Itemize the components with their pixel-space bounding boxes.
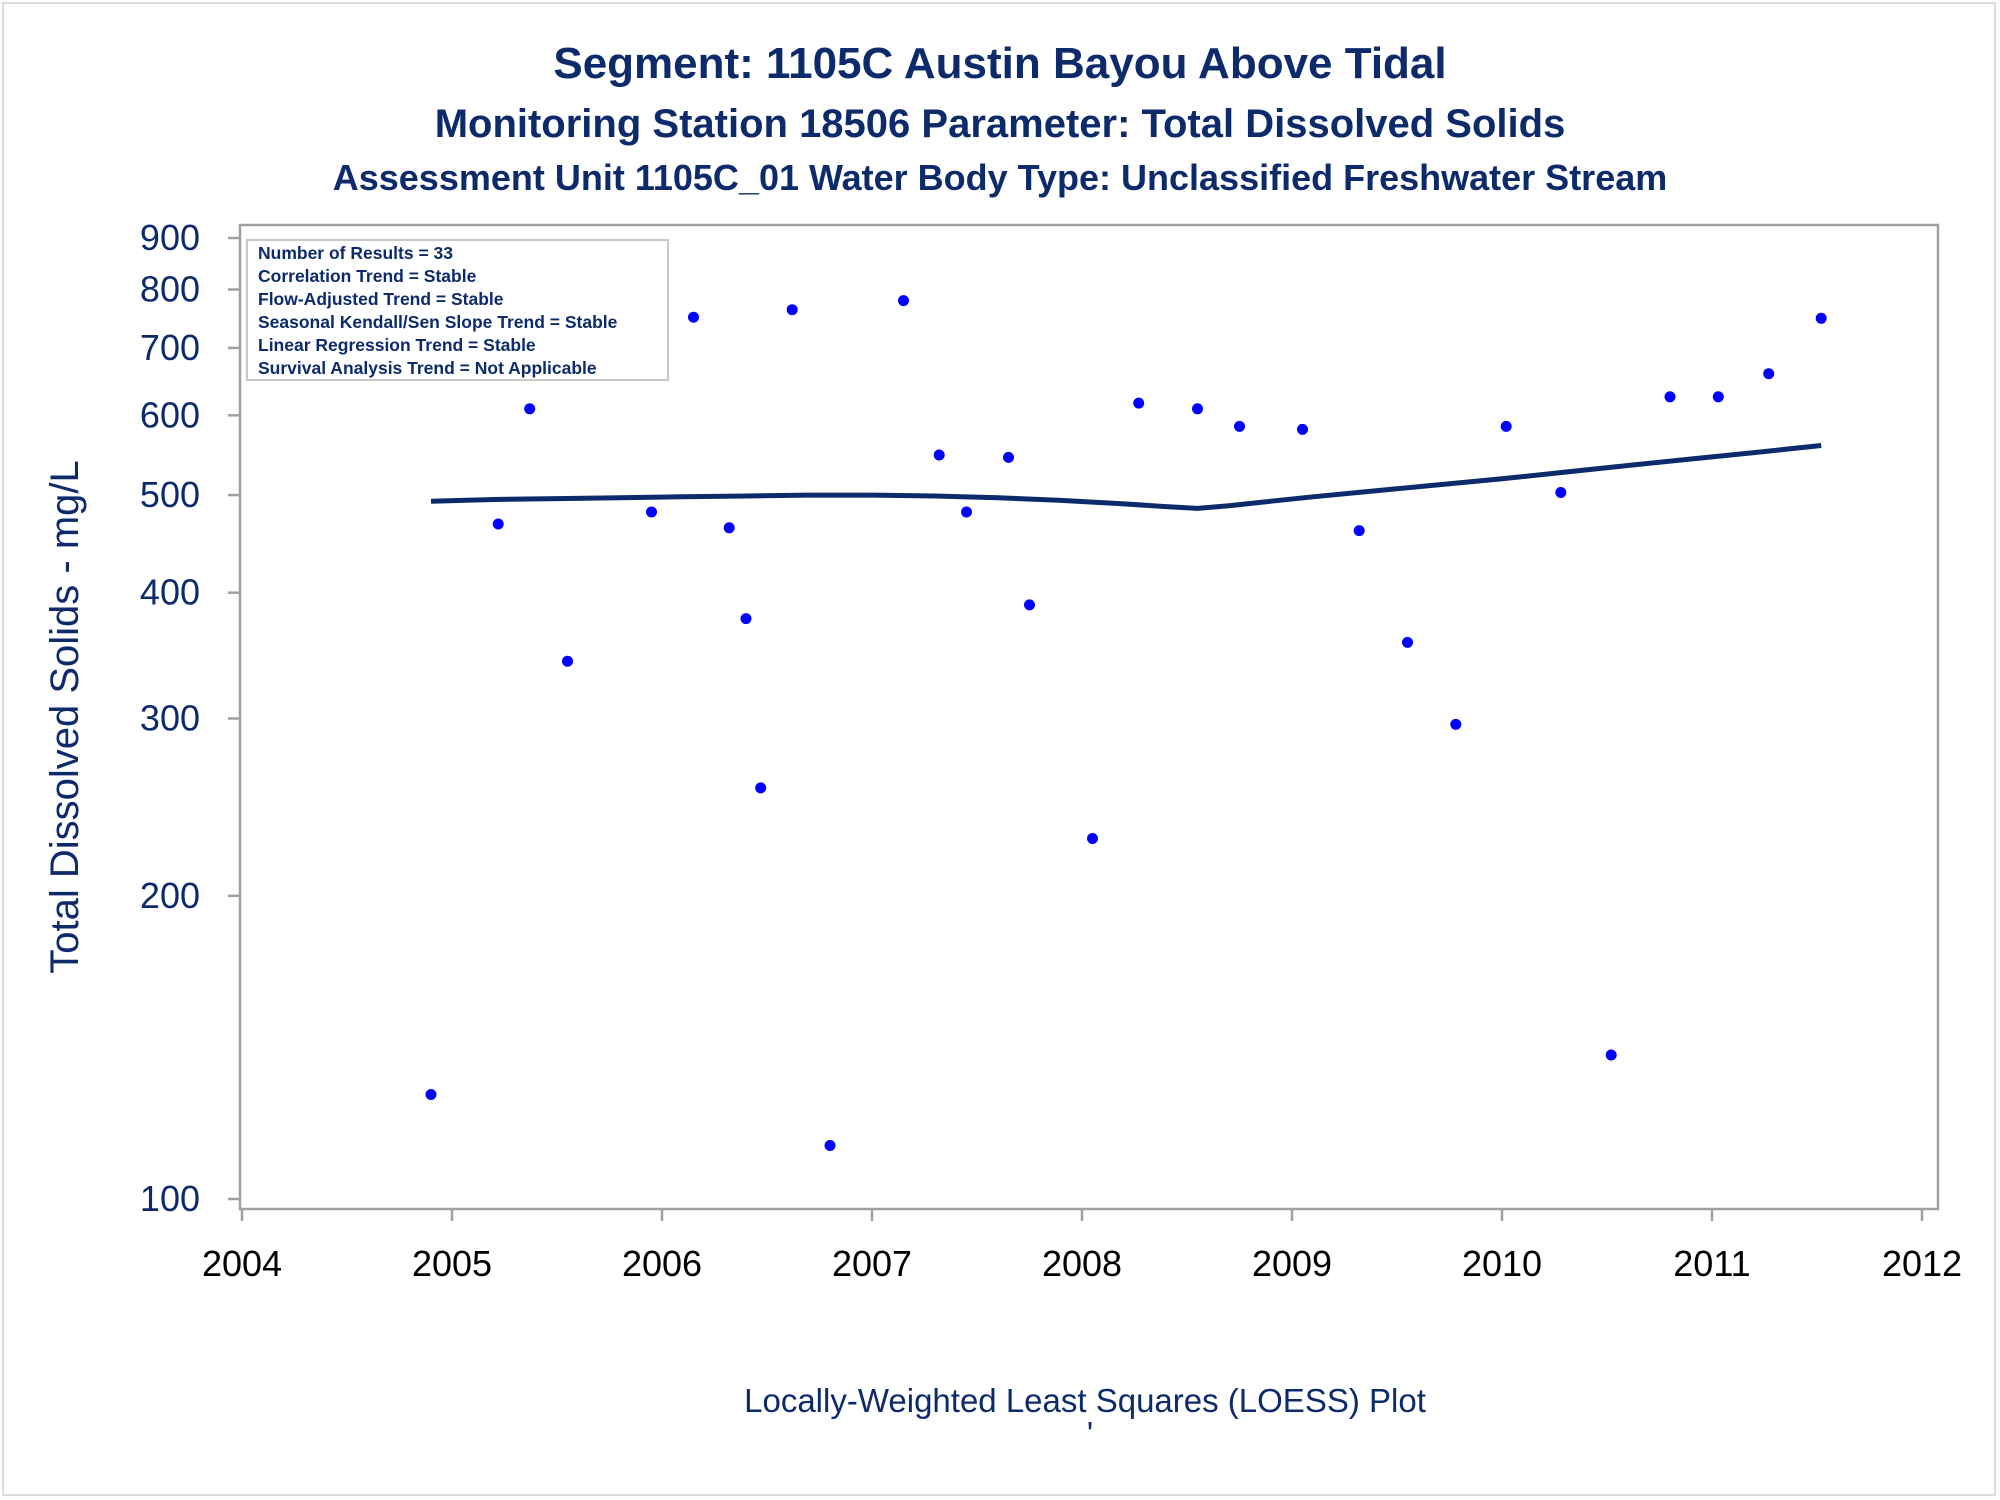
legend-line-seasonal-kendall: Seasonal Kendall/Sen Slope Trend = Stabl… [258, 312, 618, 332]
x-tick-label: 2012 [1882, 1243, 1962, 1284]
y-tick-label: 200 [140, 875, 200, 916]
y-axis-label: Total Dissolved Solids - mg/L [43, 460, 87, 974]
data-point [824, 1140, 836, 1151]
x-tick-label: 2004 [202, 1243, 282, 1284]
data-point [1815, 312, 1827, 324]
data-point [1192, 403, 1203, 415]
data-point [1133, 397, 1145, 409]
data-point [646, 506, 657, 518]
chart-subtitle-station: Monitoring Station 18506 Parameter: Tota… [435, 102, 1566, 146]
data-point [1605, 1049, 1617, 1061]
data-point [492, 518, 504, 530]
data-point [1003, 451, 1014, 463]
y-axis-ticks: 100 200 300 400 500 600 700 800 900 [140, 217, 240, 1219]
y-tick-label: 600 [140, 394, 200, 435]
data-point [961, 506, 972, 518]
footnote-mark: ' [1087, 1415, 1093, 1452]
data-point [1664, 391, 1676, 403]
data-point [933, 449, 945, 461]
y-tick-label: 800 [140, 269, 200, 310]
legend-line-correlation: Correlation Trend = Stable [258, 266, 477, 286]
chart-title: Segment: 1105C Austin Bayou Above Tidal [553, 39, 1446, 88]
data-point [1763, 368, 1775, 380]
data-point [1087, 833, 1098, 844]
y-tick-label: 300 [140, 698, 200, 739]
data-point [1555, 487, 1567, 498]
data-point [1353, 525, 1365, 537]
data-point [1500, 420, 1512, 432]
data-point [1024, 599, 1035, 611]
chart-subtitle-assessment: Assessment Unit 1105C_01 Water Body Type… [333, 157, 1668, 198]
x-tick-label: 2008 [1042, 1243, 1122, 1284]
y-tick-label: 400 [140, 572, 200, 613]
loess-trend-line [430, 443, 1822, 511]
data-point [562, 655, 573, 667]
data-point [1402, 636, 1413, 648]
x-tick-label: 2010 [1462, 1243, 1542, 1284]
x-axis-ticks: 2004 2005 2006 2007 2008 2009 2010 2011 2012 [202, 1209, 1962, 1284]
trend-legend-box: Number of Results = 33 Correlation Trend… [246, 239, 669, 381]
data-point [524, 403, 536, 415]
footnote-loess: Locally-Weighted Least Squares (LOESS) P… [744, 1382, 1426, 1419]
legend-line-results: Number of Results = 33 [258, 243, 453, 263]
data-point [425, 1089, 437, 1100]
data-point [1712, 391, 1724, 403]
x-tick-label: 2006 [622, 1243, 702, 1284]
data-point [740, 613, 752, 625]
legend-box-border [246, 239, 669, 381]
y-tick-label: 900 [140, 217, 200, 258]
data-point [688, 311, 699, 323]
data-point [1450, 718, 1462, 730]
plot-area [238, 223, 1940, 1211]
x-tick-label: 2011 [1673, 1243, 1750, 1284]
legend-line-linear-regression: Linear Regression Trend = Stable [258, 335, 536, 355]
y-tick-label: 700 [140, 327, 200, 368]
data-point [1234, 420, 1245, 432]
data-point [898, 295, 909, 307]
y-tick-label: 100 [140, 1178, 200, 1219]
x-tick-label: 2007 [832, 1243, 912, 1284]
legend-line-flow-adjusted: Flow-Adjusted Trend = Stable [258, 289, 504, 309]
x-tick-label: 2005 [412, 1243, 492, 1284]
legend-line-survival-analysis: Survival Analysis Trend = Not Applicable [258, 358, 597, 378]
x-tick-label: 2009 [1252, 1243, 1332, 1284]
data-point [786, 304, 798, 316]
data-point [1297, 423, 1308, 435]
y-tick-label: 500 [140, 474, 200, 515]
data-point [755, 782, 767, 794]
data-point [723, 522, 735, 534]
